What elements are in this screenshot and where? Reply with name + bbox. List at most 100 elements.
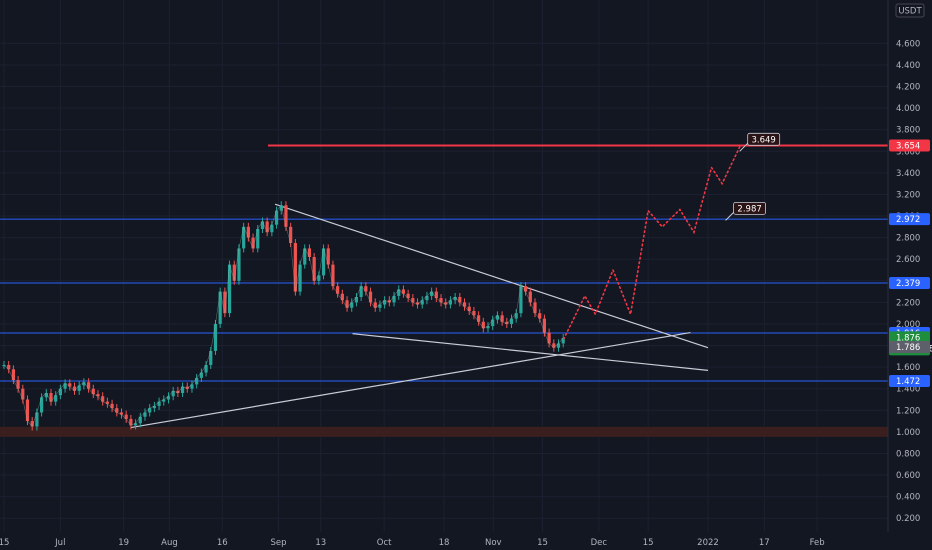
candle-body [312,257,316,281]
y-tick-label: 1.200 [896,406,920,416]
x-tick-label: Jul [54,538,65,548]
price-badges: 2.9722.3791.9161.4723.6541.87602:05:481.… [889,139,932,387]
trend-line[interactable] [352,333,709,371]
candle-body [39,397,44,413]
currency-label: USDT [898,7,922,17]
candle-body [260,221,265,229]
candle-body [345,300,349,308]
candle-body [218,291,222,324]
candle-body [439,298,443,303]
callout-3.649[interactable]: 3.649 [739,132,781,152]
candle-body [486,326,490,329]
candle-body [307,248,312,258]
candle-body [16,380,20,389]
y-tick-label: 2.600 [896,255,920,265]
candle-body [387,300,391,303]
x-tick-label: 15 [643,538,654,548]
projection-line[interactable] [562,146,741,340]
candle-body [538,313,542,319]
level-badge-label: 2.972 [896,215,920,225]
candle-body [533,302,537,314]
callouts[interactable]: 3.649 2.987 [725,132,781,221]
candle-body [430,291,434,296]
candle-body [2,364,6,367]
candle-body [491,319,495,327]
candle-body [199,372,203,378]
candle-body [35,412,39,427]
x-tick-label: 15 [537,538,548,548]
candle-body [185,386,189,389]
candle-body [420,300,424,305]
candle-body [21,388,25,400]
y-tick-label: 3.200 [896,190,920,200]
candle-body [138,416,142,424]
candle-body [354,296,359,303]
candle-body [86,382,91,389]
candle-body [552,343,556,348]
callout-box [747,132,781,146]
candle-body [368,291,373,303]
candle-body [336,286,340,294]
candle-body [317,275,321,281]
candle-body [77,385,81,391]
base-band [0,426,888,437]
candle-body [289,226,293,244]
candle-body [331,264,335,287]
x-tick-label: 18 [439,538,450,548]
x-tick-label: Feb [810,538,825,548]
candle-body [242,226,246,249]
callout-box [733,201,766,215]
trend-lines[interactable] [130,203,709,429]
x-tick-label: 17 [759,538,770,548]
candle-body [500,315,504,322]
x-tick-label: 15 [0,538,9,548]
candle-body [223,291,227,314]
projection-path[interactable] [562,146,741,340]
candle-body [274,210,279,225]
candle-body [340,293,344,301]
level-badge-label: 1.472 [896,377,920,387]
candle-body [58,388,62,396]
candle-body [462,302,467,307]
candle-body [528,291,532,303]
candle-body [11,369,15,381]
candle-body [406,293,410,299]
candle-body [110,403,114,409]
candle-body [166,396,171,400]
callout-2.987[interactable]: 2.987 [725,201,766,221]
current-price-badge-label: 1.876 [896,333,920,343]
trend-line[interactable] [274,203,709,349]
candle-body [171,390,175,397]
callout-pointer [739,142,749,152]
candle-body [495,315,500,320]
trend-line[interactable] [130,332,691,429]
candle-body [401,289,406,294]
candle-body [270,224,274,233]
callout-label: 2.987 [737,204,761,214]
candle-body [176,390,180,394]
candle-body [547,332,551,344]
y-tick-label: 3.800 [896,126,920,136]
y-tick-label: 0.400 [896,493,920,503]
candle-body [477,315,481,322]
y-tick-label: 4.000 [896,104,920,114]
candle-body [453,296,457,301]
candle-body [556,343,561,348]
candle-body [434,291,438,299]
time-axis[interactable]: 15 Jul 19 Aug 16 Sep 13 Oct 18 Nov 15 Dec 15 2022 17 Fe… [0,538,825,548]
x-tick-label: Aug [161,538,178,548]
x-tick-label: Oct [377,538,392,548]
candle-body [397,289,401,296]
horizontal-levels[interactable] [0,144,888,382]
candle-body [82,382,86,386]
candle-body [152,405,156,409]
currency-badge[interactable]: USDT [895,3,925,18]
y-tick-label: 1.400 [896,385,920,395]
candle-body [72,386,77,391]
candle-body [227,264,232,314]
x-tick-label: 19 [118,538,129,548]
candle-body [458,296,462,303]
callout-pointer [725,212,734,221]
price-line [3,204,564,428]
